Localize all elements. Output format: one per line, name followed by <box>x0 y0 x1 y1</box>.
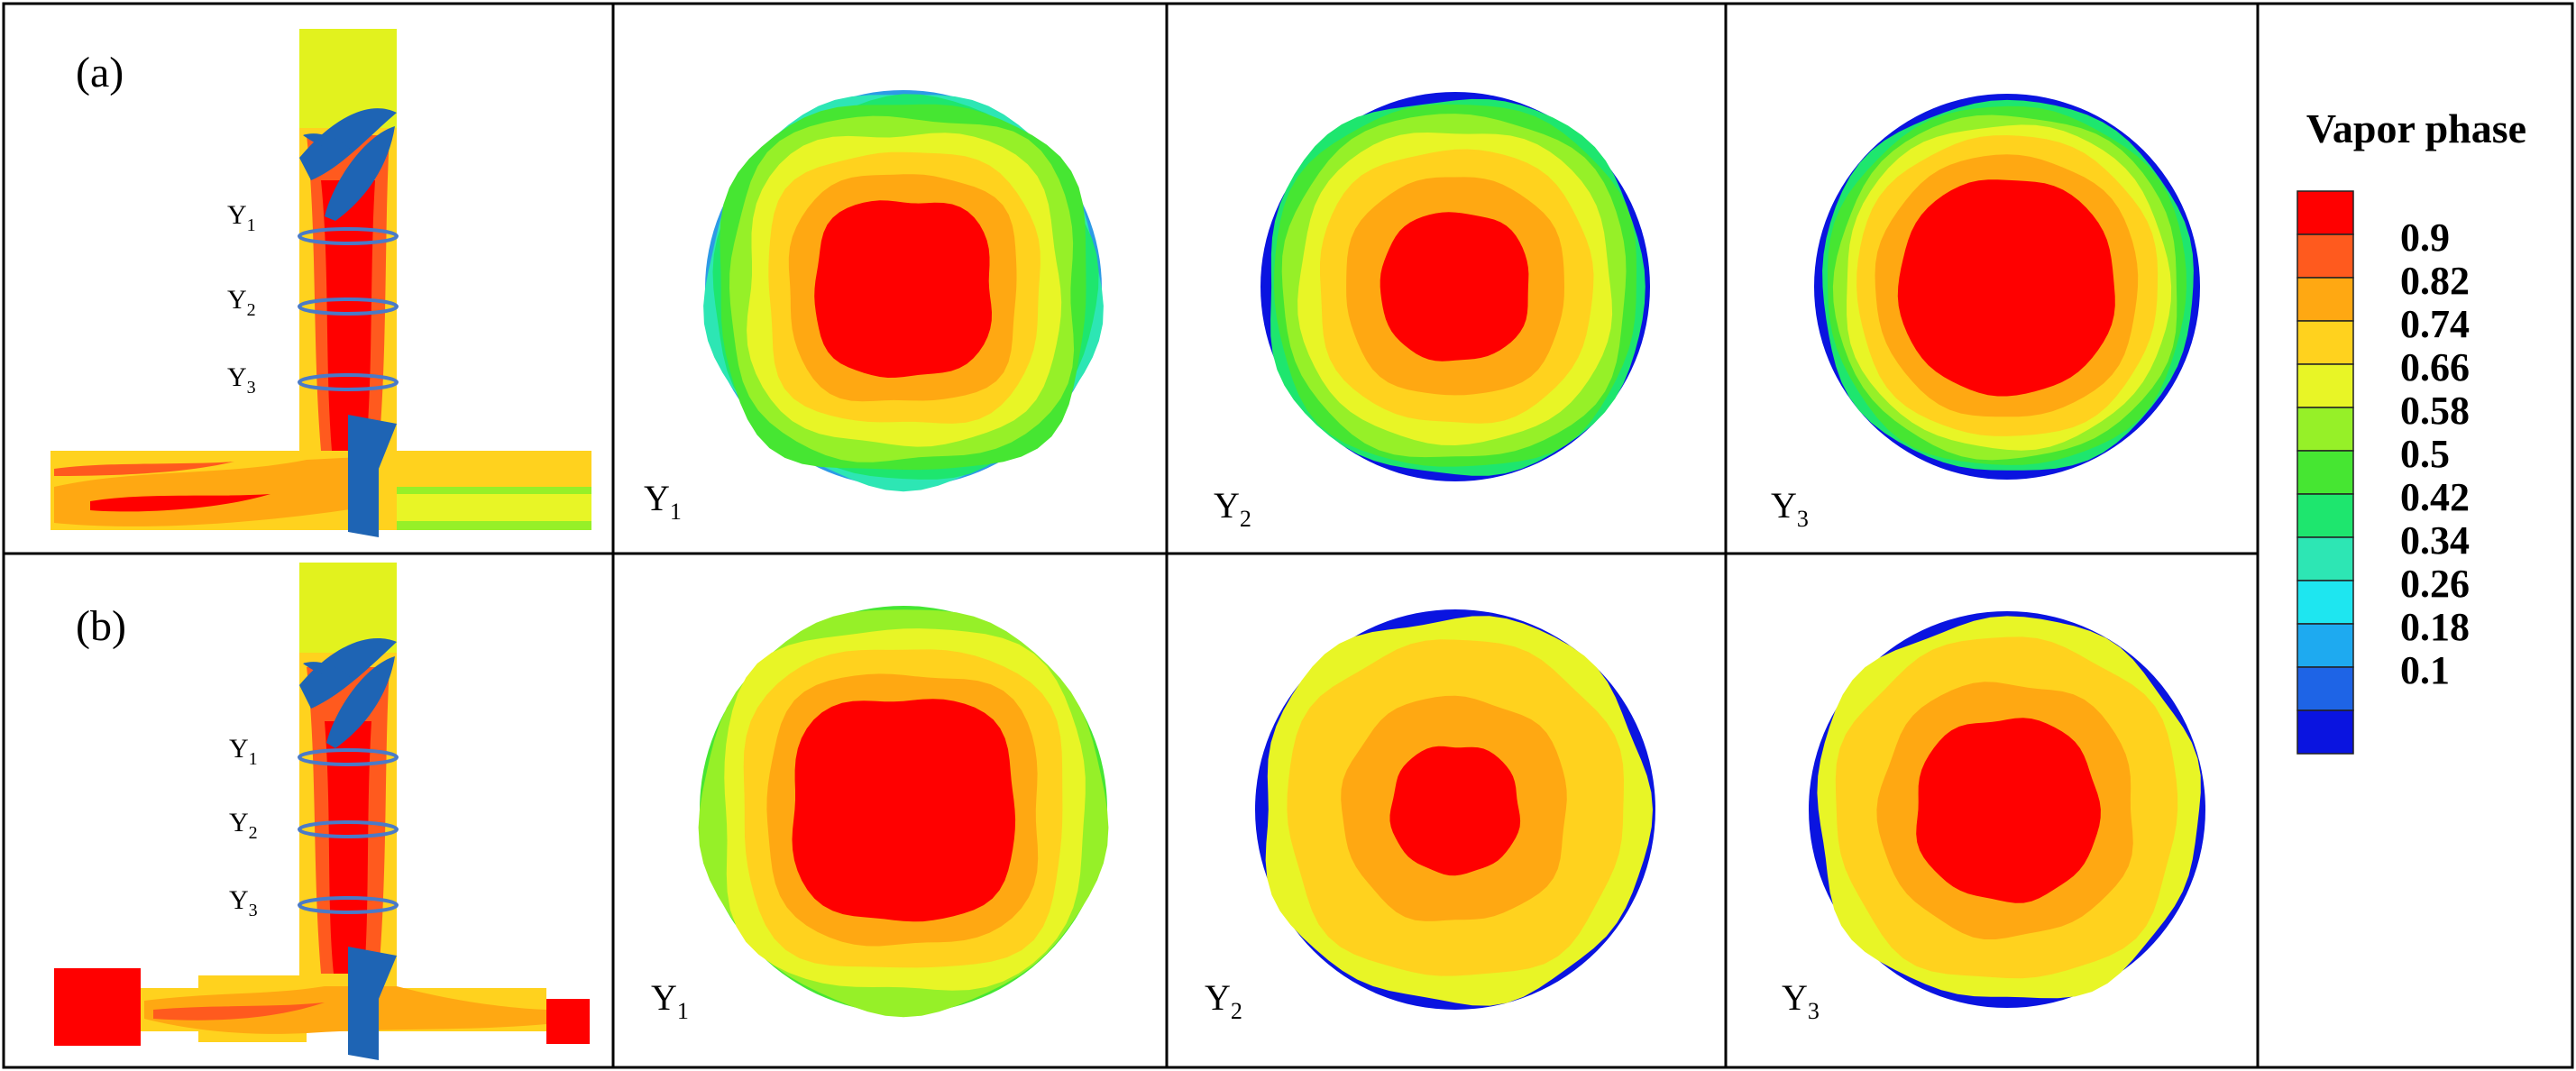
legend-title: Vapor phase <box>2306 105 2526 151</box>
pipe-label-b-y1: Y1 <box>229 734 258 769</box>
section-caption-b-y3: Y3 <box>1782 977 1820 1024</box>
section-caption-a-y2: Y2 <box>1214 485 1251 532</box>
pipe-label-a-y1: Y1 <box>227 200 256 235</box>
legend-swatch <box>2296 407 2354 452</box>
legend-swatch <box>2296 666 2354 711</box>
cross-sections <box>698 90 2205 1018</box>
legend-swatch <box>2296 709 2354 755</box>
pipe-label-a-y2: Y2 <box>227 285 256 320</box>
legend-swatch <box>2296 493 2354 538</box>
contour-level <box>1922 201 2094 372</box>
section-caption-b-y1: Y1 <box>651 977 689 1024</box>
section-caption-a-y1: Y1 <box>644 478 682 525</box>
legend-swatch <box>2296 190 2354 235</box>
cross-section-b-y2 <box>1255 609 1655 1010</box>
legend-swatch <box>2296 580 2354 625</box>
legend-tick-label: 0.58 <box>2400 389 2470 433</box>
section-caption-b-y2: Y2 <box>1205 977 1242 1024</box>
legend-swatch <box>2296 277 2354 322</box>
legend-tick-label: 0.34 <box>2400 518 2470 563</box>
legend-tick-label: 0.9 <box>2400 215 2450 260</box>
contour-level <box>826 731 982 888</box>
cross-section-a-y1 <box>703 90 1104 492</box>
legend-tick-label: 0.82 <box>2400 259 2470 303</box>
legend-tick-label: 0.5 <box>2400 432 2450 476</box>
contour-level <box>1431 263 1480 311</box>
legend-tick-label: 0.66 <box>2400 345 2470 389</box>
pipe-geometry-b <box>54 563 590 1060</box>
cross-section-a-y3 <box>1814 94 2200 480</box>
legend-tick-label: 0.42 <box>2400 475 2470 519</box>
row-b-label: (b) <box>76 602 126 650</box>
cross-section-b-y3 <box>1809 611 2205 1008</box>
section-captions: Y1 Y2 Y3 Y1 Y2 Y3 <box>644 478 1820 1024</box>
legend-panel <box>2256 2 2574 1069</box>
pipe-labels-b: Y1 Y2 Y3 <box>229 734 258 920</box>
pipe-label-b-y3: Y3 <box>229 885 258 920</box>
row-a-label: (a) <box>76 49 124 96</box>
pipe-labels-a: Y1 Y2 Y3 <box>227 200 256 398</box>
section-caption-a-y3: Y3 <box>1771 485 1809 532</box>
legend-swatch <box>2296 450 2354 495</box>
legend-tick-label: 0.18 <box>2400 605 2470 649</box>
contour-level <box>1443 797 1468 822</box>
legend-colorbar <box>2296 190 2354 755</box>
contour-level <box>1970 773 2043 846</box>
cross-section-a-y2 <box>1260 92 1650 481</box>
legend-ticks: 0.90.820.740.660.580.50.420.340.260.180.… <box>2400 215 2470 692</box>
legend-swatch <box>2296 623 2354 668</box>
pipe-geometry-a <box>50 29 591 537</box>
legend-swatch <box>2296 363 2354 408</box>
legend-tick-label: 0.26 <box>2400 562 2470 606</box>
contour-level <box>853 238 955 340</box>
legend-swatch <box>2296 536 2354 581</box>
pipe-label-a-y3: Y3 <box>227 362 256 398</box>
legend-swatch <box>2296 233 2354 279</box>
pipe-label-b-y2: Y2 <box>229 808 258 843</box>
legend-tick-label: 0.1 <box>2400 648 2450 692</box>
legend-swatch <box>2296 320 2354 365</box>
legend-tick-label: 0.74 <box>2400 302 2470 346</box>
cross-section-b-y1 <box>698 606 1109 1018</box>
